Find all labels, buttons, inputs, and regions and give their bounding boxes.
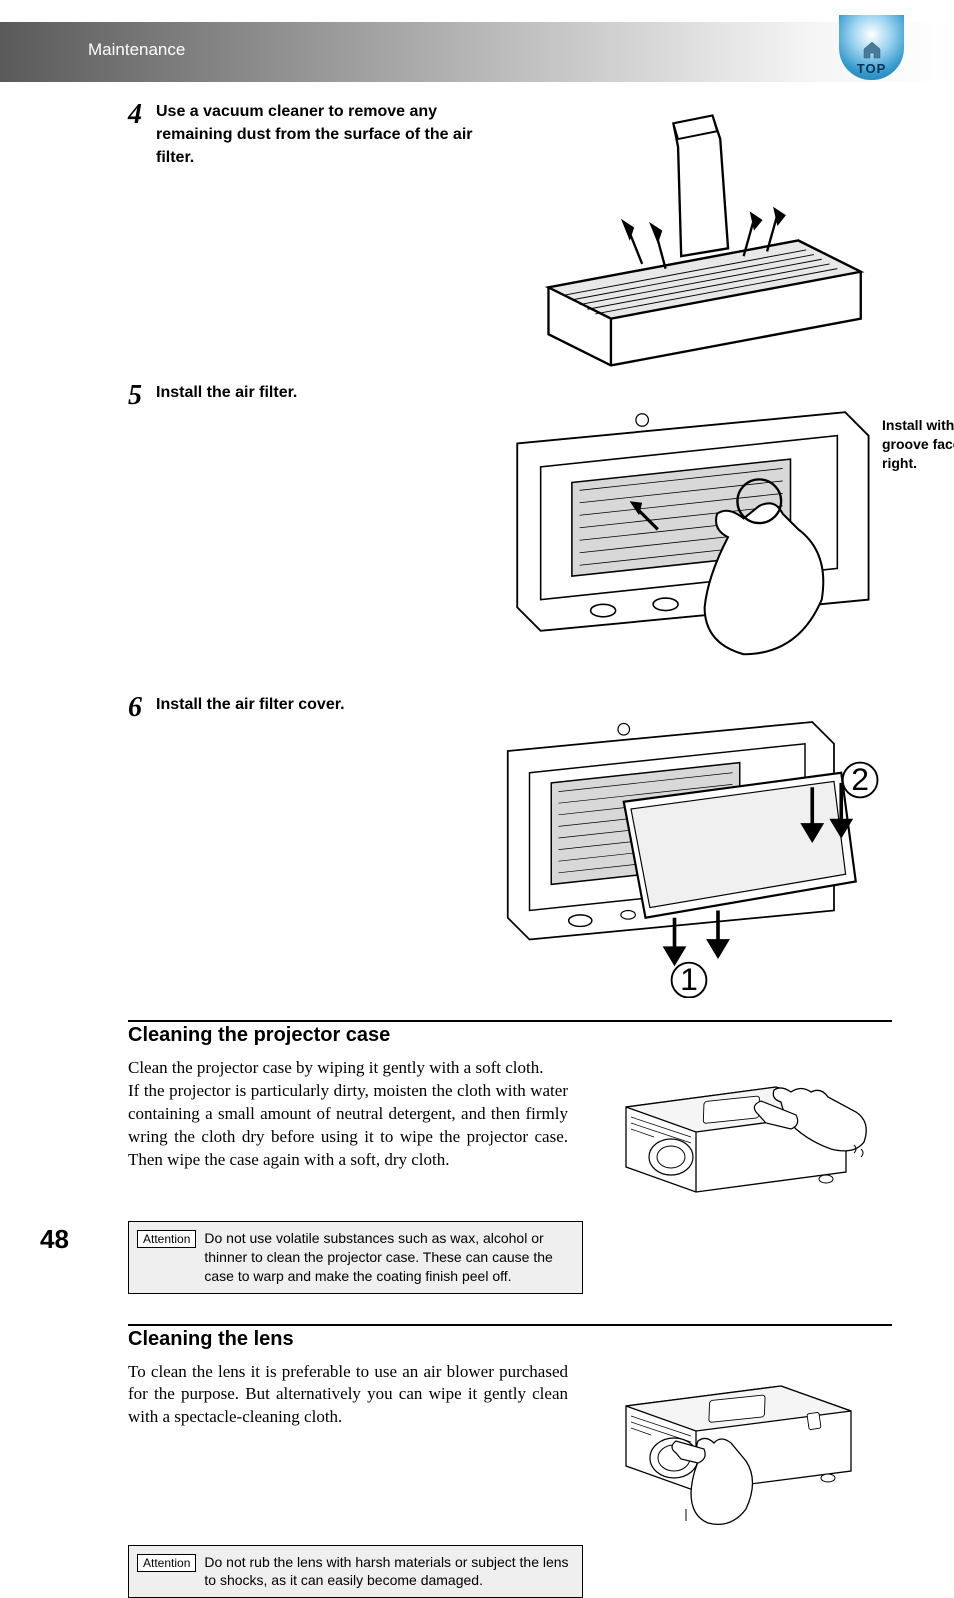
attention-text: Do not rub the lens with harsh materials… [204,1553,574,1591]
step-text: Install the air filter cover. [156,693,486,716]
paragraph: To clean the lens it is preferable to us… [128,1361,568,1430]
step-text: Use a vacuum cleaner to remove any remai… [156,100,486,170]
paragraph: Clean the projector case by wiping it ge… [128,1057,568,1080]
top-badge[interactable]: TOP [839,15,904,80]
section-rule [128,1324,892,1326]
step-number: 5 [128,382,156,410]
section-text-lens: To clean the lens it is preferable to us… [128,1361,568,1531]
step-5-annotation: Install with the groove faced to the rig… [882,416,954,473]
section-text-case: Clean the projector case by wiping it ge… [128,1057,568,1207]
attention-box-lens: Attention Do not rub the lens with harsh… [128,1545,583,1598]
paragraph: If the projector is particularly dirty, … [128,1080,568,1172]
page-content: 4 Use a vacuum cleaner to remove any rem… [128,100,892,1598]
section-title-case: Cleaning the projector case [128,1024,892,1047]
page-number: 48 [40,1224,69,1255]
attention-box-case: Attention Do not use volatile substances… [128,1221,583,1294]
attention-text: Do not use volatile substances such as w… [204,1229,574,1286]
projector-lens-wipe-illustration [596,1361,876,1531]
top-badge-text: TOP [857,61,887,76]
attention-label: Attention [137,1554,196,1572]
step-text: Install the air filter. [156,381,486,404]
svg-text:1: 1 [680,962,698,998]
step-6-illustration: 1 2 [486,693,892,998]
attention-label: Attention [137,1230,196,1248]
install-filter-illustration [486,381,892,693]
section-rule [128,1020,892,1022]
install-cover-illustration: 1 2 [486,693,892,998]
step-number: 4 [128,101,156,129]
step-6: 6 Install the air filter cover. [128,693,892,998]
section-body-lens: To clean the lens it is preferable to us… [128,1361,892,1531]
section-title-lens: Cleaning the lens [128,1328,892,1351]
step-4-illustration [486,100,892,381]
section-body-case: Clean the projector case by wiping it ge… [128,1057,892,1207]
lens-cleaning-illustration [580,1361,892,1531]
svg-text:2: 2 [851,762,869,798]
case-cleaning-illustration [580,1057,892,1207]
step-4: 4 Use a vacuum cleaner to remove any rem… [128,100,892,381]
step-5-illustration [486,381,892,693]
house-icon [862,41,882,59]
header-title: Maintenance [88,40,185,60]
projector-wipe-illustration [596,1057,876,1207]
vacuum-filter-illustration [486,100,892,381]
step-number: 6 [128,694,156,722]
step-5: 5 Install the air filter. [128,381,892,693]
